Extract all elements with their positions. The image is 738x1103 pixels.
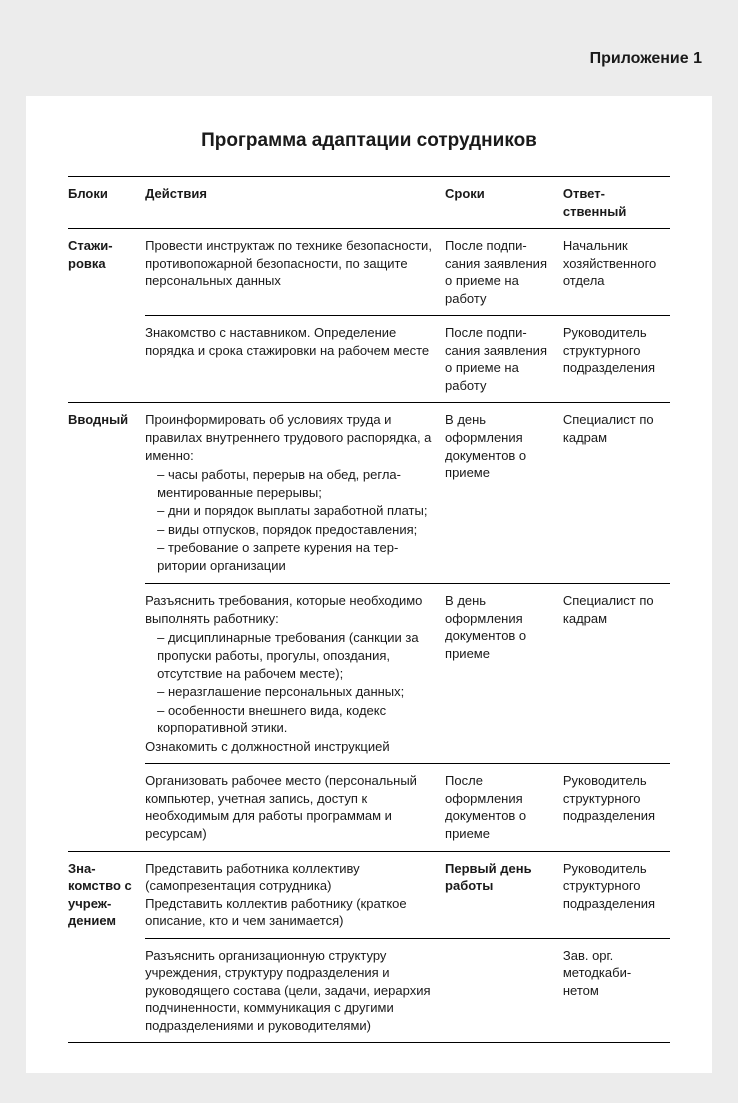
deadline-cell: Первый день работы: [445, 851, 563, 938]
document-sheet: Программа адаптации сотрудников Блоки Де…: [26, 96, 712, 1073]
action-cell: Разъяснить организационную структуру учр…: [145, 938, 445, 1043]
responsible-cell: Начальник хозяйствен­ного отдела: [563, 229, 670, 316]
table-row: Стажи­ровкаПровести инструктаж по техник…: [68, 229, 670, 316]
responsible-cell: Руководи­тель струк­турного под­разделен…: [563, 851, 670, 938]
deadline-cell: В день оформления документов о приеме: [445, 584, 563, 764]
deadline-cell: После оформления документов о приеме: [445, 764, 563, 851]
col-actions: Действия: [145, 177, 445, 229]
responsible-cell: Руководи­тель струк­турного под­разделен…: [563, 316, 670, 403]
table-row: Знакомство с наставником. Опреде­ление п…: [68, 316, 670, 403]
action-cell: Проинформировать об условиях труда и пра…: [145, 403, 445, 584]
col-deadlines: Сроки: [445, 177, 563, 229]
action-cell: Разъяснить требования, которые необ­ходи…: [145, 584, 445, 764]
block-cell: Вво­дный: [68, 403, 145, 851]
responsible-cell: Специалист по кадрам: [563, 403, 670, 584]
block-cell: Зна­комство с учреж­дением: [68, 851, 145, 1043]
table-row: Вво­дныйПроинформировать об условиях тру…: [68, 403, 670, 584]
col-blocks: Блоки: [68, 177, 145, 229]
table-row: Зна­комство с учреж­дениемПредставить ра…: [68, 851, 670, 938]
block-cell: Стажи­ровка: [68, 229, 145, 403]
deadline-cell: [445, 938, 563, 1043]
table-row: Разъяснить требования, которые необ­ходи…: [68, 584, 670, 764]
action-cell: Организовать рабочее место (персо­нальны…: [145, 764, 445, 851]
responsible-cell: Специалист по кадрам: [563, 584, 670, 764]
action-cell: Представить работника коллективу (самопр…: [145, 851, 445, 938]
table-header-row: Блоки Действия Сроки Ответ­ственный: [68, 177, 670, 229]
appendix-label: Приложение 1: [26, 50, 712, 68]
deadline-cell: После подпи­сания заявле­ния о приеме на…: [445, 316, 563, 403]
action-cell: Знакомство с наставником. Опреде­ление п…: [145, 316, 445, 403]
page-wrapper: Приложение 1 Программа адаптации сотрудн…: [0, 0, 738, 1103]
deadline-cell: После подпи­сания заявле­ния о приеме на…: [445, 229, 563, 316]
responsible-cell: Руководи­тель струк­турного под­разделен…: [563, 764, 670, 851]
col-responsible: Ответ­ственный: [563, 177, 670, 229]
responsible-cell: Зав. орг. методкаби­нетом: [563, 938, 670, 1043]
table-row: Организовать рабочее место (персо­нальны…: [68, 764, 670, 851]
table-body: Стажи­ровкаПровести инструктаж по техник…: [68, 229, 670, 1043]
deadline-cell: В день оформления документов о приеме: [445, 403, 563, 584]
document-title: Программа адаптации сотрудников: [68, 130, 670, 152]
adaptation-table: Блоки Действия Сроки Ответ­ственный Стаж…: [68, 176, 670, 1043]
action-cell: Провести инструктаж по технике без­опасн…: [145, 229, 445, 316]
table-row: Разъяснить организационную структуру учр…: [68, 938, 670, 1043]
